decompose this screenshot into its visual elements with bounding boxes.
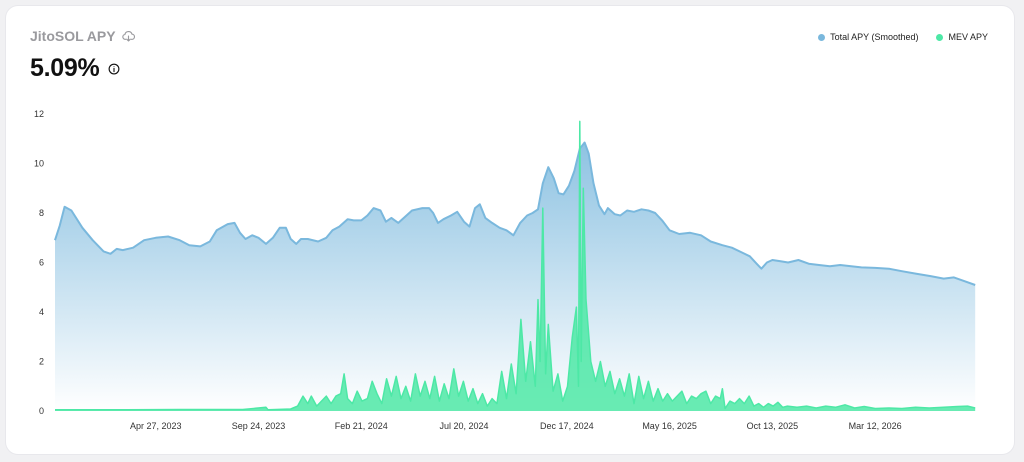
- download-cloud-icon[interactable]: [122, 29, 136, 43]
- legend-item-total-apy[interactable]: Total APY (Smoothed): [818, 32, 918, 42]
- y-tick-label: 8: [39, 208, 44, 218]
- chart-title: JitoSOL APY: [30, 28, 116, 44]
- legend-item-mev-apy[interactable]: MEV APY: [936, 32, 988, 42]
- current-apy-value: 5.09%: [30, 54, 100, 82]
- header-title-row: JitoSOL APY: [30, 28, 136, 44]
- header-value-row: 5.09%: [30, 54, 121, 83]
- chart-legend: Total APY (Smoothed) MEV APY: [818, 32, 988, 42]
- x-axis: Apr 27, 2023 Sep 24, 2023 Feb 21, 2024 Jul …: [130, 421, 902, 431]
- apy-area-chart: 0 2 4 6 8 10 12 Apr 27, 2023 Sep 24, 2023 Feb 21…: [34, 109, 976, 431]
- y-tick-label: 0: [39, 406, 44, 416]
- x-tick-label: May 16, 2025: [642, 421, 697, 431]
- x-tick-label: Sep 24, 2023: [232, 421, 286, 431]
- apy-card: JitoSOL APY 5.09% Total APY (Smoothed) M…: [6, 6, 1014, 454]
- x-tick-label: Jul 20, 2024: [440, 421, 489, 431]
- legend-label-total-apy: Total APY (Smoothed): [830, 32, 919, 42]
- info-circle-icon[interactable]: [107, 62, 121, 76]
- x-tick-label: Mar 12, 2026: [849, 421, 902, 431]
- total-apy-area: [55, 142, 976, 411]
- x-tick-label: Apr 27, 2023: [130, 421, 182, 431]
- y-tick-label: 12: [34, 109, 44, 119]
- x-tick-label: Dec 17, 2024: [540, 421, 594, 431]
- total-apy-line: [54, 141, 976, 286]
- series-layer: [54, 120, 976, 412]
- mev-apy-line: [55, 120, 976, 411]
- y-axis: 0 2 4 6 8 10 12: [34, 109, 44, 416]
- y-tick-label: 2: [39, 357, 44, 367]
- legend-dot-mev-apy: [936, 33, 944, 41]
- y-tick-label: 4: [39, 307, 44, 317]
- x-tick-label: Oct 13, 2025: [747, 421, 799, 431]
- x-tick-label: Feb 21, 2024: [335, 421, 388, 431]
- legend-dot-total-apy: [818, 33, 826, 41]
- y-tick-label: 6: [39, 258, 44, 268]
- legend-label-mev-apy: MEV APY: [948, 32, 988, 42]
- y-tick-label: 10: [34, 159, 44, 169]
